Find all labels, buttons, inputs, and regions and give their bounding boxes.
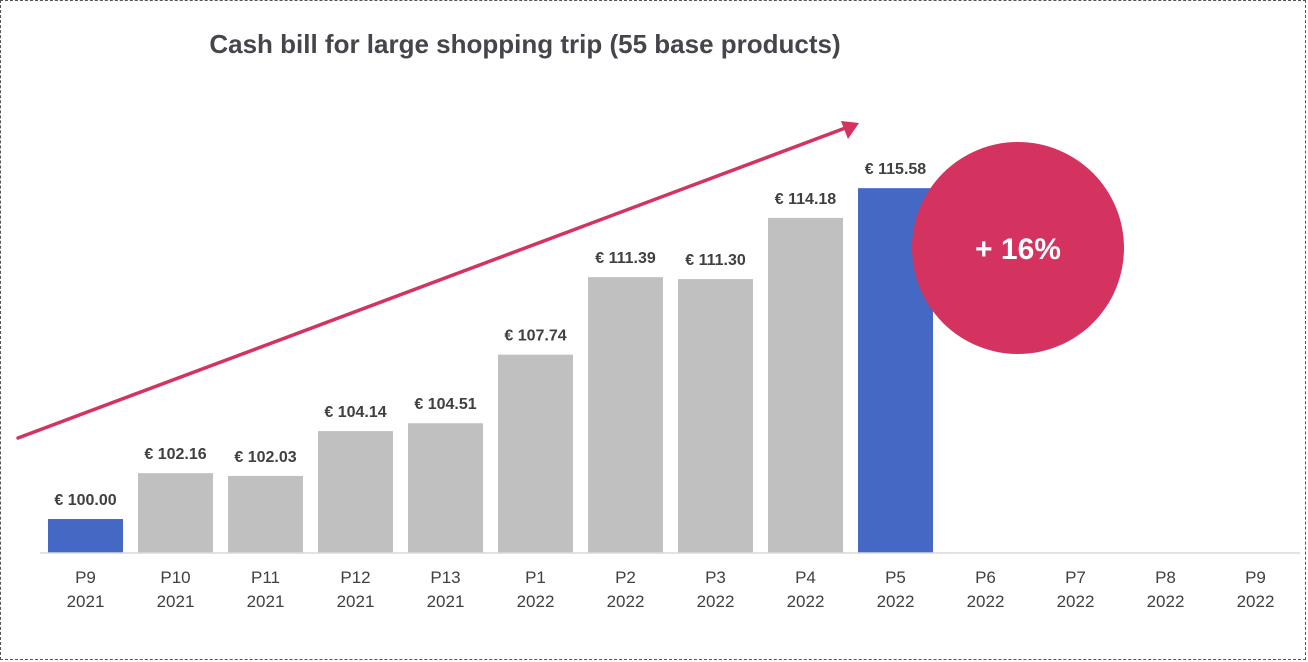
data-label: € 102.03 — [234, 449, 296, 466]
tick-year: 2022 — [1237, 592, 1275, 611]
tick-period: P1 — [525, 568, 546, 587]
tick-year: 2021 — [157, 592, 195, 611]
trend-arrow — [16, 121, 859, 440]
x-tick-label: P12 2021 — [337, 568, 375, 611]
x-tick-label: P9 2021 — [67, 568, 105, 611]
badge-circle — [912, 142, 1124, 354]
bar-p3-2022 — [678, 279, 753, 553]
x-tick-label: P10 2021 — [157, 568, 195, 611]
bar-p9-2021 — [48, 519, 123, 553]
tick-period: P2 — [615, 568, 636, 587]
tick-year: 2022 — [1057, 592, 1095, 611]
tick-year: 2022 — [607, 592, 645, 611]
x-tick-label: P13 2021 — [427, 568, 465, 611]
x-tick-label: P8 2022 — [1147, 568, 1185, 611]
x-tick-label: P1 2022 — [517, 568, 555, 611]
tick-year: 2022 — [967, 592, 1005, 611]
data-label: € 102.16 — [144, 446, 206, 463]
bar-p4-2022 — [768, 217, 843, 554]
trend-arrow-line — [16, 125, 850, 440]
tick-period: P6 — [975, 568, 996, 587]
tick-year: 2022 — [697, 592, 735, 611]
data-label: € 115.58 — [865, 161, 927, 178]
tick-year: 2022 — [517, 592, 555, 611]
bar-p1-2022 — [498, 354, 573, 553]
tick-year: 2021 — [67, 592, 105, 611]
data-label: € 107.74 — [504, 328, 566, 345]
x-tick-label: P6 2022 — [967, 568, 1005, 611]
tick-period: P4 — [795, 568, 816, 587]
tick-year: 2022 — [1147, 592, 1185, 611]
data-label: € 111.39 — [595, 250, 656, 267]
tick-period: P5 — [885, 568, 906, 587]
tick-year: 2021 — [427, 592, 465, 611]
tick-period: P8 — [1155, 568, 1176, 587]
bar-p10-2021 — [138, 473, 213, 553]
data-label: € 104.14 — [324, 404, 386, 421]
x-tick-labels-group: P9 2021 P10 2021 P11 2021 P12 2021 P13 2021 P1 2022… — [67, 568, 1275, 611]
x-tick-label: P2 2022 — [607, 568, 645, 611]
percent-change-badge: + 16% — [912, 142, 1124, 354]
badge-text: + 16% — [975, 233, 1061, 266]
bar-p12-2021 — [318, 431, 393, 553]
tick-period: P12 — [340, 568, 370, 587]
x-tick-label: P4 2022 — [787, 568, 825, 611]
tick-period: P9 — [75, 568, 96, 587]
tick-year: 2021 — [337, 592, 375, 611]
tick-period: P10 — [160, 568, 190, 587]
tick-period: P13 — [430, 568, 460, 587]
data-label: € 100.00 — [54, 492, 116, 509]
trend-arrow-head — [841, 121, 859, 139]
data-label: € 111.30 — [685, 252, 746, 269]
tick-year: 2022 — [787, 592, 825, 611]
bars-group — [48, 188, 933, 554]
bar-p11-2021 — [228, 475, 303, 553]
data-labels-group: € 100.00 € 102.16 € 102.03 € 104.14 € 104.51… — [54, 161, 926, 509]
tick-period: P3 — [705, 568, 726, 587]
x-tick-label: P3 2022 — [697, 568, 735, 611]
chart-title: Cash bill for large shopping trip (55 ba… — [209, 29, 840, 59]
tick-year: 2021 — [247, 592, 285, 611]
data-label: € 114.18 — [775, 191, 837, 208]
x-tick-label: P11 2021 — [247, 568, 285, 611]
tick-period: P7 — [1065, 568, 1086, 587]
tick-year: 2022 — [877, 592, 915, 611]
x-tick-label: P5 2022 — [877, 568, 915, 611]
bar-p2-2022 — [588, 277, 663, 553]
bar-p13-2021 — [408, 423, 483, 553]
tick-period: P9 — [1245, 568, 1266, 587]
tick-period: P11 — [251, 568, 280, 587]
data-label: € 104.51 — [414, 396, 476, 413]
x-tick-label: P7 2022 — [1057, 568, 1095, 611]
x-tick-label: P9 2022 — [1237, 568, 1275, 611]
